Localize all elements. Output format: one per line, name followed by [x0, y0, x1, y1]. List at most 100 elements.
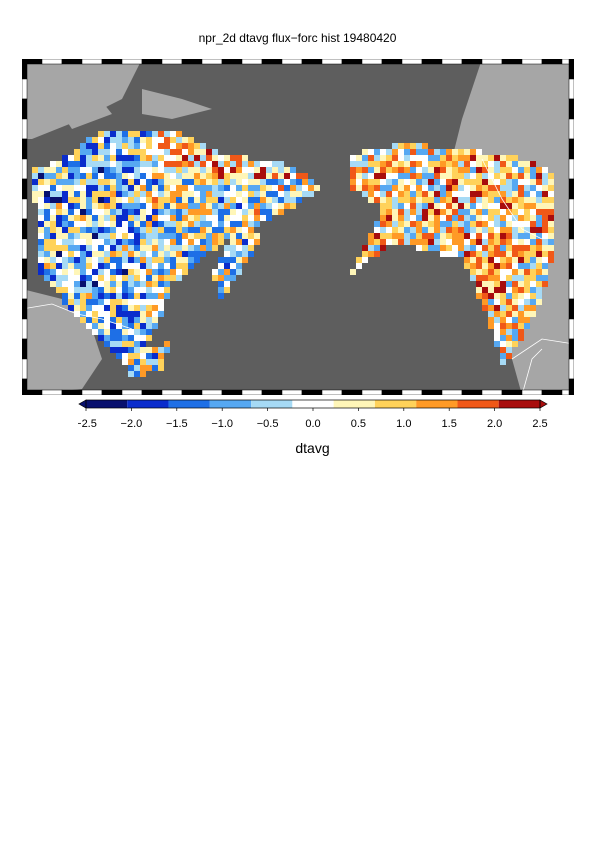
grid-cell: [464, 191, 470, 197]
grid-cell: [242, 185, 248, 191]
grid-cell: [416, 245, 422, 251]
grid-cell: [206, 167, 212, 173]
grid-cell: [272, 185, 278, 191]
grid-cell: [122, 143, 128, 149]
grid-cell: [362, 155, 368, 161]
grid-cell: [104, 173, 110, 179]
grid-cell: [512, 305, 518, 311]
grid-cell: [386, 185, 392, 191]
grid-cell: [50, 161, 56, 167]
grid-cell: [206, 203, 212, 209]
grid-cell: [128, 275, 134, 281]
grid-cell: [56, 197, 62, 203]
grid-cell: [536, 239, 542, 245]
grid-cell: [224, 251, 230, 257]
grid-cell: [236, 251, 242, 257]
grid-cell: [464, 161, 470, 167]
grid-cell: [200, 251, 206, 257]
grid-cell: [476, 257, 482, 263]
grid-cell: [278, 167, 284, 173]
grid-cell: [134, 185, 140, 191]
grid-cell: [98, 317, 104, 323]
grid-cell: [188, 197, 194, 203]
grid-cell: [122, 269, 128, 275]
grid-cell: [458, 149, 464, 155]
grid-cell: [62, 293, 68, 299]
grid-cell: [74, 197, 80, 203]
grid-cell: [68, 287, 74, 293]
grid-cell: [188, 203, 194, 209]
grid-cell: [470, 239, 476, 245]
grid-cell: [350, 179, 356, 185]
grid-cell: [176, 203, 182, 209]
frame-tick: [181, 59, 203, 65]
grid-cell: [200, 221, 206, 227]
grid-cell: [356, 167, 362, 173]
grid-cell: [500, 341, 506, 347]
grid-cell: [518, 323, 524, 329]
grid-cell: [122, 209, 128, 215]
grid-cell: [308, 179, 314, 185]
grid-cell: [92, 263, 98, 269]
grid-cell: [296, 173, 302, 179]
grid-cell: [188, 173, 194, 179]
grid-cell: [428, 155, 434, 161]
grid-cell: [368, 149, 374, 155]
grid-cell: [368, 161, 374, 167]
grid-cell: [416, 167, 422, 173]
grid-cell: [416, 179, 422, 185]
grid-cell: [464, 179, 470, 185]
colorbar-tick-label: −1.0: [211, 418, 233, 430]
grid-cell: [140, 281, 146, 287]
grid-cell: [98, 179, 104, 185]
grid-cell: [494, 275, 500, 281]
grid-cell: [92, 311, 98, 317]
grid-cell: [524, 203, 530, 209]
grid-cell: [452, 221, 458, 227]
grid-cell: [104, 197, 110, 203]
grid-cell: [164, 347, 170, 353]
grid-cell: [152, 221, 158, 227]
grid-cell: [428, 167, 434, 173]
grid-cell: [128, 137, 134, 143]
grid-cell: [152, 275, 158, 281]
grid-cell: [86, 203, 92, 209]
grid-cell: [446, 245, 452, 251]
grid-cell: [380, 179, 386, 185]
grid-cell: [548, 209, 554, 215]
grid-cell: [290, 197, 296, 203]
grid-cell: [56, 191, 62, 197]
grid-cell: [440, 245, 446, 251]
grid-cell: [194, 161, 200, 167]
grid-cell: [182, 137, 188, 143]
grid-cell: [56, 281, 62, 287]
grid-cell: [422, 191, 428, 197]
grid-cell: [512, 317, 518, 323]
grid-cell: [128, 239, 134, 245]
grid-cell: [230, 155, 236, 161]
grid-cell: [536, 167, 542, 173]
grid-cell: [440, 167, 446, 173]
grid-cell: [512, 227, 518, 233]
grid-cell: [164, 257, 170, 263]
grid-cell: [278, 197, 284, 203]
grid-cell: [428, 203, 434, 209]
frame-tick: [401, 389, 423, 395]
grid-cell: [524, 239, 530, 245]
grid-cell: [68, 263, 74, 269]
grid-cell: [428, 233, 434, 239]
grid-cell: [170, 257, 176, 263]
colorbar-arrow-right: [539, 399, 548, 409]
grid-cell: [476, 197, 482, 203]
grid-cell: [368, 173, 374, 179]
grid-cell: [518, 269, 524, 275]
frame-tick: [381, 389, 403, 395]
grid-cell: [86, 257, 92, 263]
grid-cell: [164, 155, 170, 161]
grid-cell: [92, 197, 98, 203]
grid-cell: [38, 257, 44, 263]
grid-cell: [86, 143, 92, 149]
grid-cell: [188, 221, 194, 227]
grid-cell: [134, 227, 140, 233]
frame-tick: [541, 389, 563, 395]
